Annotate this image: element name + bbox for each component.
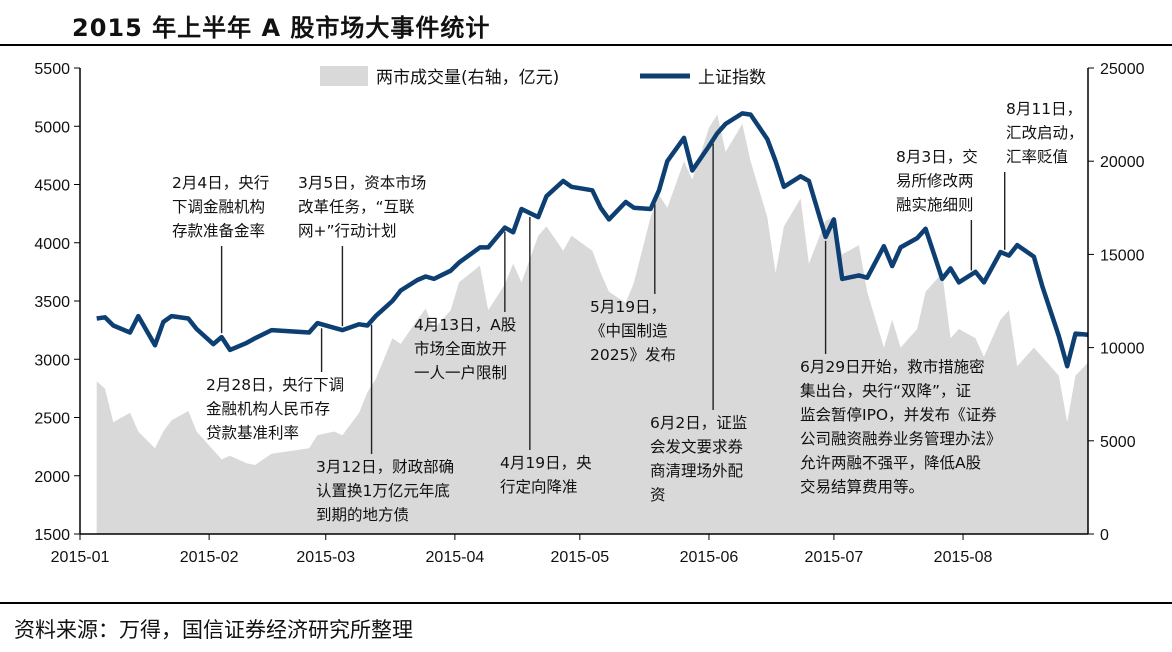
annotation-text: 允许两融不强平，降低A股	[800, 454, 981, 472]
annotation-text: 下调金融机构	[172, 198, 265, 216]
annotation-text: 2025》发布	[590, 346, 676, 364]
source-note: 资料来源：万得，国信证券经济研究所整理	[14, 618, 413, 642]
annotation-text: 《中国制造	[590, 322, 668, 340]
x-tick-label: 2015-08	[934, 549, 993, 566]
x-tick-label: 2015-03	[296, 549, 355, 566]
left-tick-label: 1500	[34, 527, 70, 544]
axes: 1500 2000 2500 3000 3500 4000 4500 5000 5500 0 500…	[34, 61, 1144, 566]
annotation-text: 5月19日，	[590, 298, 666, 316]
annotation-text: 网+”行动计划	[298, 222, 397, 240]
annotation-text: 8月3日，交	[896, 148, 978, 166]
annotation-text: 2月28日，央行下调	[206, 376, 344, 394]
annotation-text: 一人一户限制	[414, 364, 507, 382]
annotation-text: 3月12日，财政部确	[316, 458, 454, 476]
source-rule	[0, 602, 1172, 604]
annotation-text: 金融机构人民币存	[206, 400, 330, 418]
annotation-text: 汇改启动，	[1006, 124, 1084, 142]
legend: 两市成交量(右轴，亿元) 上证指数	[320, 66, 766, 88]
annotation-text: 资	[650, 486, 666, 504]
right-tick-label: 15000	[1100, 247, 1145, 264]
annotation-text: 改革任务，“互联	[298, 198, 415, 216]
legend-label-index: 上证指数	[698, 68, 766, 88]
left-tick-label: 4500	[34, 178, 70, 195]
annotation-text: 会发文要求券	[650, 438, 744, 456]
x-tick-label: 2015-04	[426, 549, 485, 566]
left-tick-label: 5000	[34, 119, 70, 136]
annotation-text: 行定向降准	[500, 478, 578, 496]
x-tick-label: 2015-01	[51, 549, 110, 566]
annotation-text: 公司融资融券业务管理办法》	[800, 430, 1002, 448]
left-tick-label: 3500	[34, 294, 70, 311]
x-tick-label: 2015-05	[550, 549, 609, 566]
annotation-text: 监会暂停IPO，并发布《证券	[800, 406, 997, 424]
legend-label-volume: 两市成交量(右轴，亿元)	[376, 68, 559, 88]
annotation-text: 汇率贬值	[1006, 148, 1068, 166]
annotation-text: 到期的地方债	[316, 506, 409, 524]
right-tick-label: 5000	[1100, 434, 1136, 451]
title-rule	[0, 44, 1172, 46]
annotation-text: 交易结算费用等。	[800, 477, 924, 496]
volume-area-layer	[96, 114, 1089, 534]
annotation-text: 6月29日开始，救市措施密	[800, 358, 985, 376]
left-tick-label: 2000	[34, 469, 70, 486]
annotation-text: 8月11日，	[1006, 100, 1082, 118]
left-tick-label: 5500	[34, 61, 70, 78]
right-tick-label: 10000	[1100, 341, 1145, 358]
index-line	[96, 111, 1089, 369]
annotation-text: 3月5日，资本市场	[298, 174, 426, 192]
annotation-text: 存款准备金率	[172, 222, 265, 240]
annotation-text: 市场全面放开	[414, 340, 507, 358]
annotation-text: 商清理场外配	[650, 462, 743, 480]
page-title: 2015 年上半年 A 股市场大事件统计	[72, 14, 491, 42]
x-tick-label: 2015-02	[180, 549, 239, 566]
right-tick-label: 0	[1100, 527, 1109, 544]
right-tick-label: 20000	[1100, 154, 1145, 171]
annotation-text: 4月13日，A股	[414, 316, 516, 334]
annotation-text: 2月4日，央行	[172, 174, 269, 192]
annotation-text: 认置换1万亿元年底	[316, 482, 450, 500]
left-tick-label: 2500	[34, 411, 70, 428]
index-line-layer	[96, 111, 1089, 369]
left-tick-label: 4000	[34, 236, 70, 253]
x-tick-label: 2015-07	[805, 549, 864, 566]
annotation-text: 6月2日，证监	[650, 414, 747, 432]
volume-area	[96, 114, 1089, 534]
annotation-text: 融实施细则	[896, 196, 974, 214]
annotation-text: 集出台，央行“双降”，证	[800, 382, 971, 400]
annotation-text: 贷款基准利率	[206, 424, 299, 442]
annotation-text: 4月19日，央	[500, 454, 592, 472]
annotation-text: 易所修改两	[896, 172, 974, 190]
annotation-lines	[220, 143, 1006, 454]
x-tick-label: 2015-06	[680, 549, 739, 566]
left-tick-label: 3000	[34, 352, 70, 369]
legend-swatch-volume	[320, 66, 368, 86]
right-tick-label: 25000	[1100, 61, 1145, 78]
